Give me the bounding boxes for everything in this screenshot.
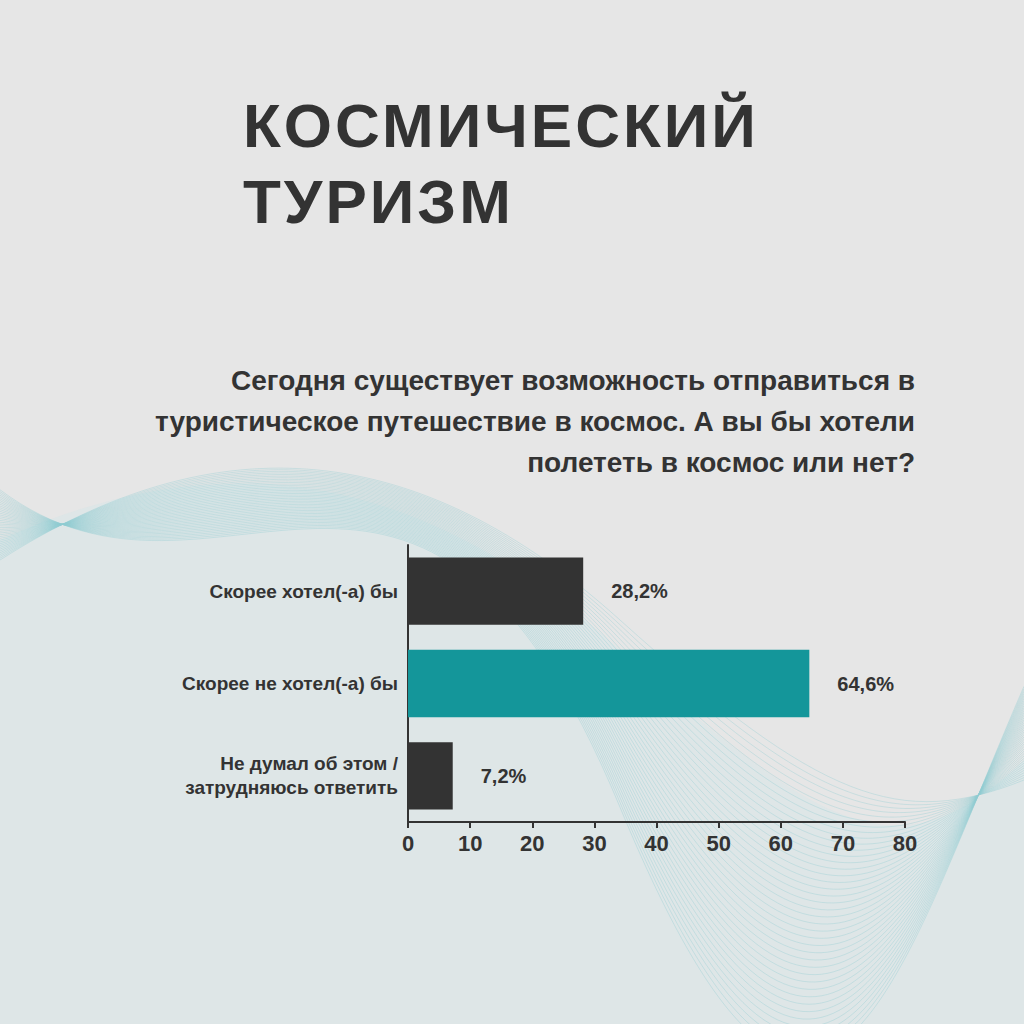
html-text:Сегодня существует возможность: Сегодня существует возможность отправить… — [155, 365, 915, 478]
svg-text:40: 40 — [644, 831, 668, 856]
svg-text:70: 70 — [831, 831, 855, 856]
svg-text:28,2%: 28,2% — [611, 580, 668, 602]
svg-text:50: 50 — [706, 831, 730, 856]
html-text:КОСМИЧЕСКИЙ ТУРИЗМ: КОСМИЧЕСКИЙ ТУРИЗМ — [243, 91, 759, 236]
svg-text:30: 30 — [582, 831, 606, 856]
svg-text:Скорее хотел(-а) бы: Скорее хотел(-а) бы — [209, 581, 398, 602]
svg-text:0: 0 — [402, 831, 414, 856]
svg-text:64,6%: 64,6% — [837, 673, 894, 695]
svg-text:20: 20 — [520, 831, 544, 856]
svg-text:10: 10 — [458, 831, 482, 856]
svg-text:затрудняюсь ответить: затрудняюсь ответить — [185, 777, 398, 798]
svg-text:Скорее не хотел(-а) бы: Скорее не хотел(-а) бы — [182, 673, 398, 694]
svg-text:80: 80 — [893, 831, 917, 856]
svg-text:60: 60 — [769, 831, 793, 856]
svg-text:Не думал об этом /: Не думал об этом / — [220, 753, 399, 774]
svg-text:7,2%: 7,2% — [481, 765, 527, 787]
